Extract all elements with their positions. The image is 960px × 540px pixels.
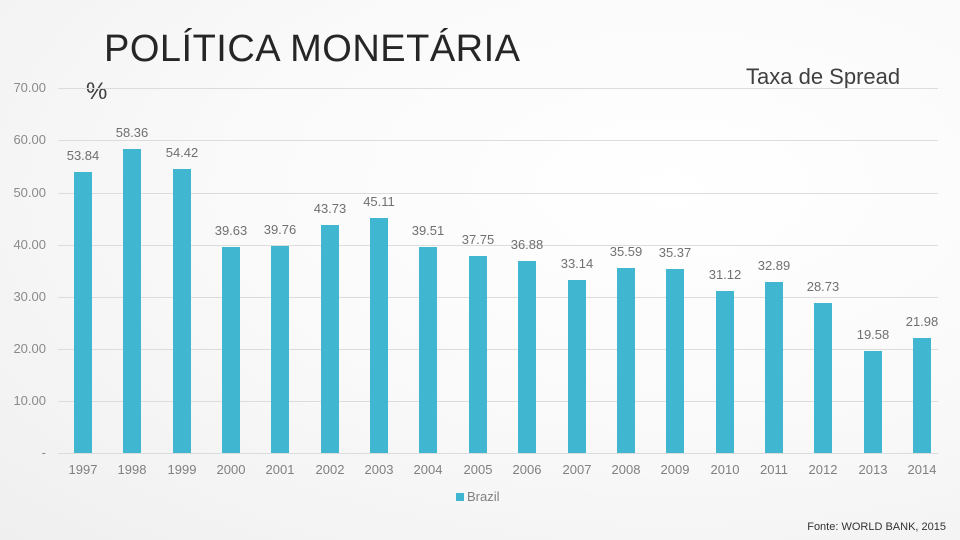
data-label-2005: 37.75 — [461, 232, 495, 247]
bar-2006 — [518, 261, 536, 453]
x-axis-tick-label: 2010 — [710, 462, 740, 477]
chart-title: Taxa de Spread — [746, 64, 901, 89]
x-axis-tick-label: 2001 — [265, 462, 295, 477]
data-label-1999: 54.42 — [165, 145, 199, 160]
bar-2009 — [666, 269, 684, 453]
bar-2014 — [913, 338, 931, 453]
legend-label-brazil: Brazil — [467, 489, 500, 504]
x-axis-tick-label: 2009 — [660, 462, 690, 477]
y-axis-tick-label: 30.00 — [13, 289, 46, 304]
bar-2004 — [419, 247, 437, 453]
bar-2011 — [765, 282, 783, 453]
bar-2001 — [271, 246, 289, 453]
data-label-2007: 33.14 — [560, 256, 594, 271]
bar-2008 — [617, 268, 635, 453]
y-axis-tick-label: 20.00 — [13, 341, 46, 356]
bar-2007 — [568, 280, 586, 453]
bar-1997 — [74, 172, 92, 453]
x-axis-tick-label: 2006 — [512, 462, 542, 477]
x-axis-tick-label: 1997 — [68, 462, 98, 477]
data-label-2013: 19.58 — [856, 327, 890, 342]
x-axis-tick-label: 2005 — [463, 462, 493, 477]
data-label-2002: 43.73 — [313, 201, 347, 216]
bar-2002 — [321, 225, 339, 453]
data-label-2004: 39.51 — [411, 223, 445, 238]
bar-2010 — [716, 291, 734, 453]
bar-1998 — [123, 149, 141, 453]
data-label-2008: 35.59 — [609, 244, 643, 259]
data-label-2003: 45.11 — [363, 194, 395, 209]
data-label-2001: 39.76 — [263, 222, 297, 237]
chart-legend: Brazil — [456, 489, 500, 504]
y-axis-tick-label: 70.00 — [13, 80, 46, 95]
bar-2013 — [864, 351, 882, 453]
y-axis-tick-label: 50.00 — [13, 185, 46, 200]
gridline — [58, 140, 938, 141]
data-label-2011: 32.89 — [757, 258, 791, 273]
legend-swatch-icon — [456, 492, 464, 501]
gridline — [58, 453, 938, 454]
slide-title: POLÍTICA MONETÁRIA — [104, 28, 521, 70]
gridline — [58, 193, 938, 194]
bar-2005 — [469, 256, 487, 453]
data-label-1997: 53.84 — [66, 148, 100, 163]
bar-2012 — [814, 303, 832, 453]
data-label-2014: 21.98 — [905, 314, 939, 329]
data-label-2012: 28.73 — [806, 279, 840, 294]
gridline — [58, 401, 938, 402]
gridline — [58, 245, 938, 246]
unit-label: % — [86, 78, 108, 105]
x-axis-tick-label: 2002 — [315, 462, 345, 477]
y-axis-tick-label: 40.00 — [13, 237, 46, 252]
x-axis-tick-label: 2014 — [907, 462, 937, 477]
x-axis-tick-label: 2007 — [562, 462, 592, 477]
x-axis-tick-label: 2004 — [413, 462, 443, 477]
bar-2000 — [222, 247, 240, 453]
y-axis-tick-label: - — [41, 445, 46, 460]
source-caption: Fonte: WORLD BANK, 2015 — [807, 521, 946, 533]
x-axis-tick-label: 2003 — [364, 462, 394, 477]
gridline — [58, 88, 938, 89]
x-axis-tick-label: 1999 — [167, 462, 197, 477]
gridline — [58, 349, 938, 350]
x-axis-tick-label: 2000 — [216, 462, 246, 477]
data-label-1998: 58.36 — [115, 125, 149, 140]
y-axis-tick-label: 60.00 — [13, 132, 46, 147]
x-axis-tick-label: 2013 — [858, 462, 888, 477]
data-label-2009: 35.37 — [658, 245, 692, 260]
data-label-2010: 31.12 — [708, 267, 742, 282]
x-axis-tick-label: 2011 — [760, 462, 788, 477]
bar-2003 — [370, 218, 388, 453]
gridline — [58, 297, 938, 298]
bar-1999 — [173, 169, 191, 453]
data-label-2000: 39.63 — [214, 223, 248, 238]
x-axis-tick-label: 1998 — [117, 462, 147, 477]
x-axis-tick-label: 2012 — [808, 462, 838, 477]
y-axis-tick-label: 10.00 — [13, 393, 46, 408]
x-axis-tick-label: 2008 — [611, 462, 641, 477]
data-label-2006: 36.88 — [510, 237, 544, 252]
